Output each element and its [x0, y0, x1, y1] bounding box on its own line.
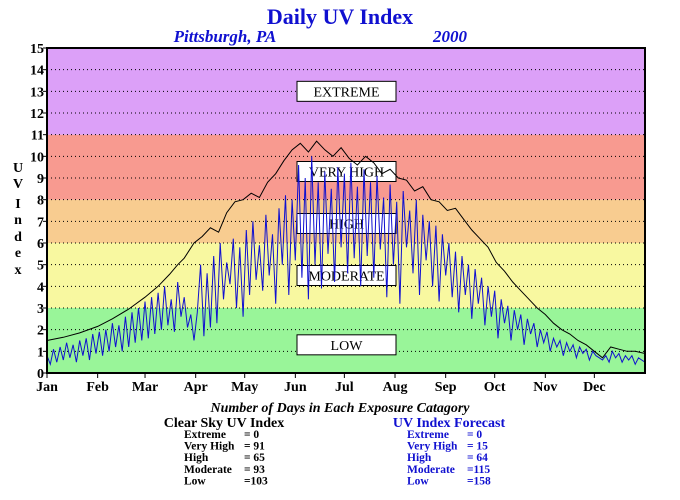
band-label: EXTREME — [313, 85, 379, 100]
y-axis-label-letter: e — [15, 246, 21, 261]
y-tick-label: 8 — [37, 194, 44, 209]
y-tick-label: 0 — [37, 367, 44, 382]
x-tick-label: Jan — [36, 380, 58, 395]
y-tick-label: 4 — [37, 280, 44, 295]
x-tick-label: Mar — [132, 380, 158, 395]
category-count: = 0 — [244, 429, 259, 441]
y-tick-label: 7 — [37, 215, 44, 230]
y-tick-label: 12 — [30, 107, 44, 122]
series-lines — [46, 140, 646, 367]
y-tick-label: 5 — [37, 259, 44, 274]
category-count: =158 — [467, 475, 491, 487]
category-label: Moderate — [407, 464, 455, 476]
x-tick-label: Jul — [335, 380, 354, 395]
summary-heading: Number of Days in Each Exposure Catagory — [209, 401, 470, 416]
category-count: = 15 — [467, 441, 488, 453]
category-count: = 91 — [244, 441, 265, 453]
y-tick-label: 10 — [30, 150, 44, 165]
x-tick-label: Feb — [86, 380, 109, 395]
category-label: Extreme — [407, 429, 449, 441]
y-tick-label: 9 — [37, 172, 44, 187]
category-count: = 64 — [467, 452, 488, 464]
y-axis-label-letter: n — [14, 213, 22, 228]
x-tick-label: Aug — [383, 380, 408, 395]
category-count: =115 — [467, 464, 490, 476]
y-tick-label: 3 — [37, 302, 44, 317]
band-label: LOW — [331, 339, 364, 354]
category-label: Very High — [407, 441, 458, 453]
uv-forecast-line — [46, 156, 646, 367]
y-tick-label: 13 — [30, 85, 44, 100]
y-axis-label-letter: x — [15, 263, 22, 278]
x-tick-label: Oct — [484, 380, 506, 395]
y-tick-label: 14 — [30, 64, 44, 79]
band-label: MODERATE — [308, 270, 384, 285]
chart-year: 2000 — [432, 27, 468, 46]
band-label-box — [296, 161, 397, 182]
x-tick-label: May — [231, 380, 258, 395]
x-tick-label: Nov — [533, 380, 557, 395]
y-tick-label: 1 — [37, 345, 44, 360]
y-axis-label-letter: I — [15, 197, 20, 212]
category-count: =103 — [244, 475, 268, 487]
category-label: High — [184, 452, 209, 464]
forecast-title: UV Index Forecast — [393, 416, 506, 431]
category-label: Low — [184, 475, 206, 487]
band-label-box — [296, 80, 397, 102]
clear-sky-counts: Extreme = 0 Very High = 91 High = 65 Moderate =… — [184, 429, 268, 487]
category-count: = 93 — [244, 464, 265, 476]
plot-frame — [46, 47, 646, 374]
chart-location: Pittsburgh, PA — [173, 27, 277, 46]
category-label: Moderate — [184, 464, 232, 476]
category-label: High — [407, 452, 432, 464]
chart-title: Daily UV Index — [267, 4, 413, 29]
y-tick-label: 11 — [31, 129, 44, 144]
y-tick-label: 6 — [37, 237, 44, 252]
category-count: = 0 — [467, 429, 482, 441]
x-tick-label: Apr — [184, 380, 208, 395]
category-label: Extreme — [184, 429, 226, 441]
clear-sky-title: Clear Sky UV Index — [164, 416, 284, 431]
band-label-box — [296, 334, 397, 356]
x-axis-ticks: Jan Feb Mar Apr May Jun Jul Aug Sep Oct Nov Dec — [36, 373, 606, 395]
category-label: Low — [407, 475, 429, 487]
band-label: VERY HIGH — [309, 166, 384, 181]
y-axis-label-letter: V — [13, 177, 23, 192]
clear-sky-uv-line — [46, 140, 646, 359]
y-axis-label-letter: d — [14, 230, 22, 245]
x-tick-label: Sep — [435, 380, 457, 395]
category-count: = 65 — [244, 452, 265, 464]
y-tick-label: 15 — [30, 42, 44, 57]
x-tick-label: Dec — [583, 380, 606, 395]
x-tick-label: Jun — [284, 380, 307, 395]
category-label: Very High — [184, 441, 235, 453]
y-tick-label: 2 — [37, 324, 44, 339]
forecast-counts: Extreme = 0 Very High = 15 High = 64 Moderate =… — [407, 429, 491, 487]
y-axis-label-letter: U — [13, 161, 23, 176]
